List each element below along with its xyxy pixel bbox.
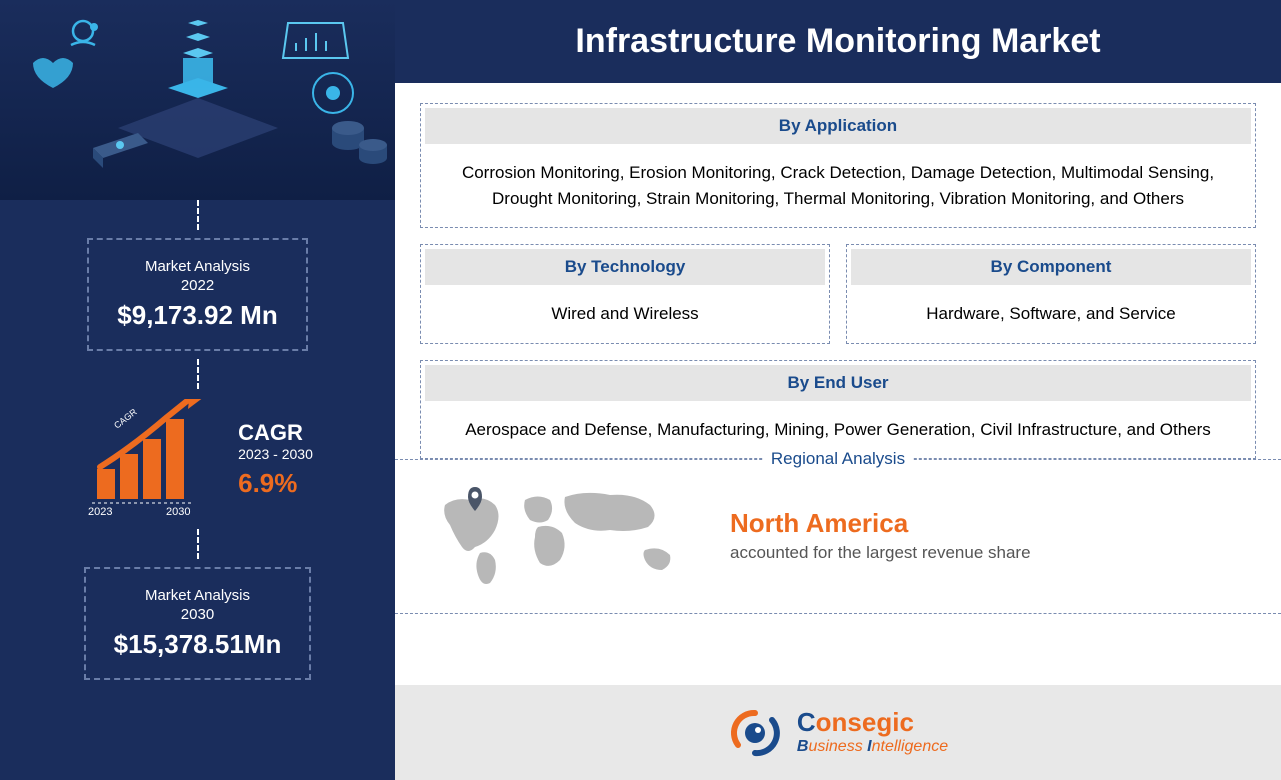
cagr-section: CAGR 2023 2030 CAGR 2023 - 2030 6.9% — [82, 399, 313, 519]
regional-content: North America accounted for the largest … — [420, 475, 1256, 595]
segment-component: By Component Hardware, Software, and Ser… — [846, 244, 1256, 344]
logo-name: Consegic — [797, 708, 948, 738]
regional-text: North America accounted for the largest … — [730, 508, 1256, 563]
regional-section: Regional Analysis North America accounte… — [395, 459, 1281, 614]
regional-desc: accounted for the largest revenue share — [730, 543, 1256, 563]
connector-line — [197, 359, 199, 389]
cagr-title: CAGR — [238, 420, 313, 446]
segment-body: Corrosion Monitoring, Erosion Monitoring… — [421, 148, 1255, 227]
cagr-percent: 6.9% — [238, 468, 313, 499]
cagr-range: 2023 - 2030 — [238, 446, 313, 462]
segment-header: By Component — [851, 249, 1251, 285]
stat-label: Market Analysis — [117, 258, 277, 275]
segment-technology: By Technology Wired and Wireless — [420, 244, 830, 344]
market-analysis-2022-box: Market Analysis 2022 $9,173.92 Mn — [87, 238, 307, 351]
segments-area: By Application Corrosion Monitoring, Ero… — [395, 83, 1281, 459]
cagr-info: CAGR 2023 - 2030 6.9% — [238, 420, 313, 499]
segment-body: Hardware, Software, and Service — [847, 289, 1255, 343]
logo-icon — [728, 705, 783, 760]
logo-tagline: Business Intelligence — [797, 738, 948, 756]
regional-label: Regional Analysis — [763, 449, 913, 469]
stat-label: Market Analysis — [114, 587, 282, 604]
segment-header: By Application — [425, 108, 1251, 144]
cagr-chart: CAGR 2023 2030 — [82, 399, 222, 519]
segment-end-user: By End User Aerospace and Defense, Manuf… — [420, 360, 1256, 460]
logo-text: Consegic Business Intelligence — [797, 708, 948, 756]
stat-value: $9,173.92 Mn — [117, 300, 277, 331]
segment-body: Wired and Wireless — [421, 289, 829, 343]
connector-line — [197, 200, 199, 230]
isometric-icon — [8, 3, 388, 198]
svg-text:2023: 2023 — [88, 506, 112, 518]
connector-line — [197, 529, 199, 559]
regional-region: North America — [730, 508, 1256, 539]
segment-header: By Technology — [425, 249, 825, 285]
right-panel: Infrastructure Monitoring Market By Appl… — [395, 0, 1281, 780]
left-panel: Market Analysis 2022 $9,173.92 Mn CAGR 2… — [0, 0, 395, 780]
stat-year: 2022 — [117, 277, 277, 294]
page-title: Infrastructure Monitoring Market — [395, 0, 1281, 83]
segment-application: By Application Corrosion Monitoring, Ero… — [420, 103, 1256, 228]
svg-text:2030: 2030 — [166, 506, 190, 518]
segment-header: By End User — [425, 365, 1251, 401]
stat-value: $15,378.51Mn — [114, 629, 282, 660]
market-analysis-2030-box: Market Analysis 2030 $15,378.51Mn — [84, 567, 312, 680]
world-map-icon — [420, 475, 700, 595]
footer-logo: Consegic Business Intelligence — [395, 685, 1281, 780]
svg-text:CAGR: CAGR — [112, 406, 139, 430]
hero-illustration — [0, 0, 395, 200]
segment-row: By Technology Wired and Wireless By Comp… — [420, 244, 1256, 344]
stat-year: 2030 — [114, 606, 282, 623]
